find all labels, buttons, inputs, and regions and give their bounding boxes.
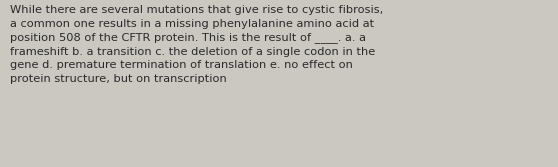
Text: While there are several mutations that give rise to cystic fibrosis,
a common on: While there are several mutations that g… (10, 5, 383, 84)
